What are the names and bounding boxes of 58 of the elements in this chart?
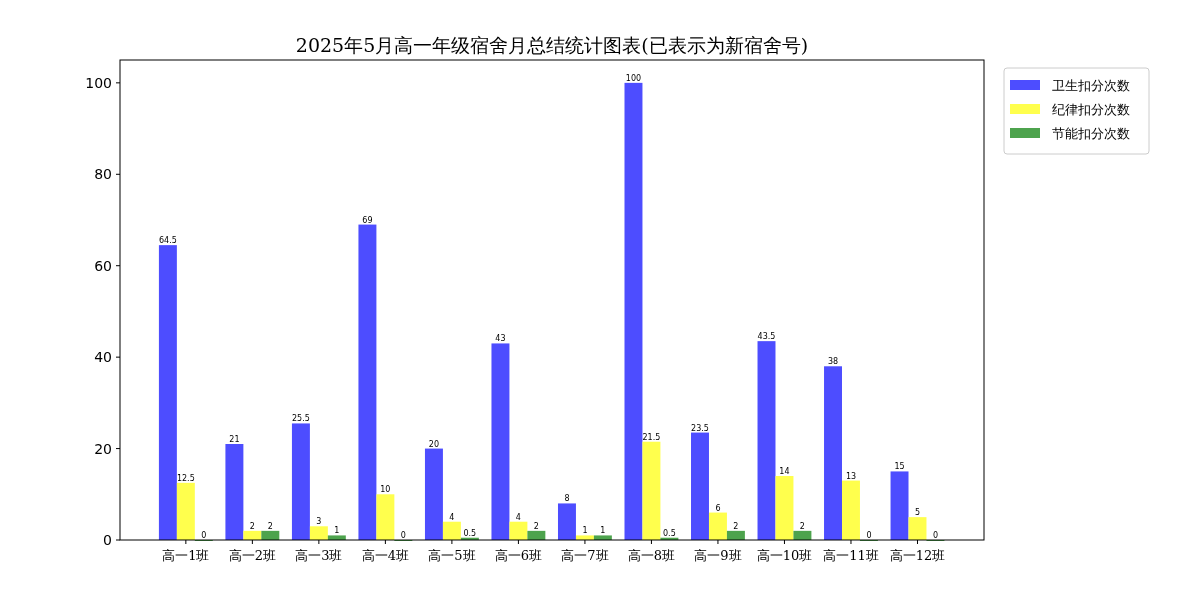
data-label: 0.5 (663, 528, 676, 538)
data-label: 2 (249, 521, 255, 531)
y-tick-label: 20 (94, 440, 112, 457)
x-tick-label: 高一10班 (756, 548, 813, 563)
data-label: 38 (827, 357, 839, 367)
data-label: 1 (600, 526, 606, 536)
data-label: 2 (733, 521, 739, 531)
data-label: 0.5 (463, 528, 477, 538)
data-label: 69 (362, 215, 373, 225)
x-tick-label: 高一7班 (561, 548, 609, 563)
data-label: 20 (428, 439, 440, 449)
data-label: 1 (582, 526, 588, 536)
data-label: 43 (495, 334, 506, 344)
data-label: 21.5 (642, 432, 661, 442)
y-tick-label: 0 (103, 532, 112, 548)
x-tick-label: 高一11班 (823, 548, 879, 563)
y-tick-label: 40 (94, 349, 112, 366)
x-tick-label: 高一6班 (494, 548, 543, 563)
data-label: 0 (932, 531, 938, 540)
x-tick-label: 高一8班 (627, 548, 676, 563)
data-label: 25.5 (292, 414, 310, 424)
data-label: 1 (334, 526, 340, 536)
legend-label: 节能扣分次数 (1052, 126, 1130, 141)
data-label: 10 (380, 485, 391, 495)
x-tick-label: 高一1班 (162, 548, 210, 563)
data-label: 21 (229, 435, 240, 444)
data-label: 0 (400, 531, 406, 540)
x-tick-label: 高一9班 (694, 548, 742, 563)
data-label: 13 (845, 471, 857, 481)
data-label: 0 (201, 531, 207, 540)
x-tick-label: 高一12班 (889, 548, 946, 563)
data-label: 23.5 (691, 423, 709, 433)
data-label: 100 (625, 73, 642, 83)
data-label: 5 (914, 508, 921, 518)
y-tick-label: 60 (94, 257, 112, 274)
data-label: 15 (894, 462, 905, 472)
y-tick-label: 100 (85, 74, 112, 91)
data-label: 12.5 (176, 473, 195, 483)
legend-label: 卫生扣分次数 (1052, 78, 1130, 93)
y-tick-label: 80 (94, 166, 112, 183)
data-label: 0 (866, 531, 872, 540)
data-label: 2 (533, 521, 539, 531)
data-label: 4 (515, 512, 521, 522)
data-label: 6 (715, 503, 721, 513)
x-tick-label: 高一3班 (295, 548, 343, 563)
x-tick-label: 高一2班 (228, 548, 276, 563)
data-label: 14 (779, 467, 790, 476)
x-tick-label: 高一5班 (428, 548, 476, 563)
data-label: 2 (267, 521, 273, 531)
data-label: 3 (316, 517, 322, 527)
x-tick-label: 高一4班 (361, 548, 410, 563)
legend-label: 纪律扣分次数 (1052, 102, 1130, 117)
data-label: 8 (564, 494, 570, 504)
data-label: 4 (449, 512, 455, 522)
data-label: 43.5 (757, 332, 776, 342)
data-label: 2 (799, 521, 805, 531)
chart-title: 2025年5月高一年级宿舍月总结统计图表(已表示为新宿舍号) (295, 34, 809, 56)
data-label: 64.5 (158, 236, 177, 246)
